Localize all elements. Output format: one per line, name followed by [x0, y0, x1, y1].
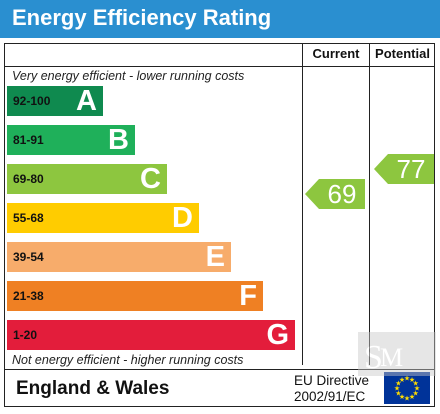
svg-text:★: ★	[414, 385, 420, 393]
title-bar: Energy Efficiency Rating	[0, 0, 440, 38]
band-letter-label: D	[172, 202, 193, 234]
directive-label: EU Directive 2002/91/EC	[294, 373, 369, 405]
header-divider	[4, 66, 435, 67]
band-range-label: 81-91	[13, 133, 44, 147]
svg-text:★: ★	[399, 393, 405, 401]
band-range-label: 92-100	[13, 94, 51, 108]
band-range-label: 1-20	[13, 328, 38, 342]
watermark-logo-icon: S M	[358, 332, 436, 376]
current-rating-arrow	[305, 179, 365, 209]
rating-frame	[4, 43, 435, 407]
svg-text:★: ★	[409, 393, 415, 401]
band-letter-label: F	[239, 280, 257, 312]
top-note: Very energy efficient - lower running co…	[12, 69, 245, 83]
band-d: 55-68 D	[7, 202, 199, 234]
footer-divider	[4, 369, 435, 370]
svg-text:★: ★	[394, 385, 400, 393]
band-range-label: 55-68	[13, 211, 44, 225]
chart-title: Energy Efficiency Rating	[12, 5, 272, 30]
band-letter-label: C	[140, 163, 161, 195]
divider-current-left	[302, 43, 303, 365]
svg-text:★: ★	[413, 390, 419, 398]
svg-text:★: ★	[404, 395, 410, 403]
band-g: 1-20 G	[7, 319, 295, 351]
bottom-note: Not energy efficient - higher running co…	[12, 353, 244, 367]
eu-flag-icon: ★★★★★★★★★★★★	[384, 372, 430, 404]
band-range-label: 21-38	[13, 289, 44, 303]
current-column-header: Current	[312, 46, 360, 61]
band-letter-label: A	[76, 85, 97, 117]
band-range-label: 69-80	[13, 172, 44, 186]
svg-text:★: ★	[395, 390, 401, 398]
directive-line1: EU Directive	[294, 373, 370, 388]
band-b: 81-91 B	[7, 124, 135, 156]
potential-rating-arrow	[374, 154, 434, 185]
svg-text:★: ★	[413, 380, 419, 388]
band-letter-label: E	[205, 241, 225, 273]
svg-text:★: ★	[395, 380, 401, 388]
svg-text:M: M	[380, 343, 403, 372]
band-letter-label: B	[108, 124, 129, 156]
svg-text:★: ★	[409, 376, 415, 384]
band-c: 69-80 C	[7, 163, 167, 195]
band-e: 39-54 E	[7, 241, 231, 273]
directive-line2: 2002/91/EC	[294, 389, 366, 404]
band-letter-label: G	[266, 319, 289, 351]
band-range-label: 39-54	[13, 250, 44, 264]
svg-text:★: ★	[399, 376, 405, 384]
potential-rating-value: 77	[396, 154, 426, 185]
svg-text:★: ★	[404, 375, 410, 383]
region-label: England & Wales	[16, 378, 170, 399]
potential-column-header: Potential	[375, 46, 430, 61]
svg-text:S: S	[364, 339, 383, 376]
current-rating-value: 69	[327, 179, 357, 209]
divider-potential-left	[369, 43, 370, 365]
band-a: 92-100 A	[7, 85, 103, 117]
band-f: 21-38 F	[7, 280, 263, 312]
